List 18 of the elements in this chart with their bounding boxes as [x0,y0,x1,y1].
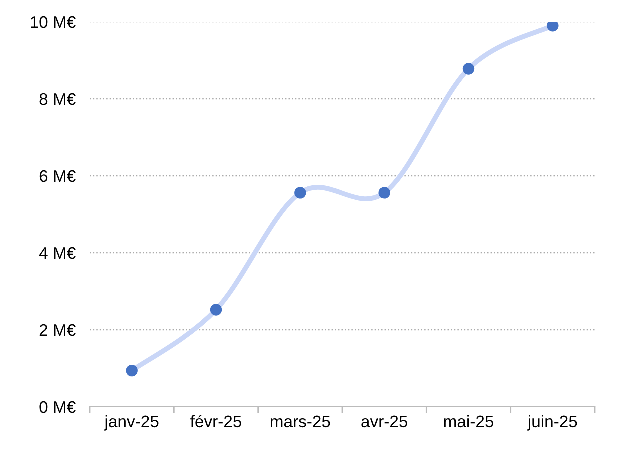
x-tick-label: juin-25 [527,415,578,431]
x-tick-label: févr-25 [190,415,242,428]
point [294,187,306,199]
point [547,22,559,32]
y-tick-label: 8 M€ [40,93,76,106]
y-tick-label: 6 M€ [40,170,76,182]
x-tick-label: avr-25 [362,416,408,428]
point [126,364,138,377]
x-tick-label: janv-25 [104,415,159,431]
point [378,187,390,199]
y-tick-label: 0 M€ [40,401,76,414]
x-tick-label: mars-25 [270,416,330,428]
y-tick-label: 2 M€ [40,324,76,336]
x-tick-label: mai-25 [444,415,494,428]
point [210,304,222,316]
y-tick-label: 4 M€ [39,247,76,260]
y-tick-label: 10 M€ [31,16,76,28]
point [462,63,475,75]
